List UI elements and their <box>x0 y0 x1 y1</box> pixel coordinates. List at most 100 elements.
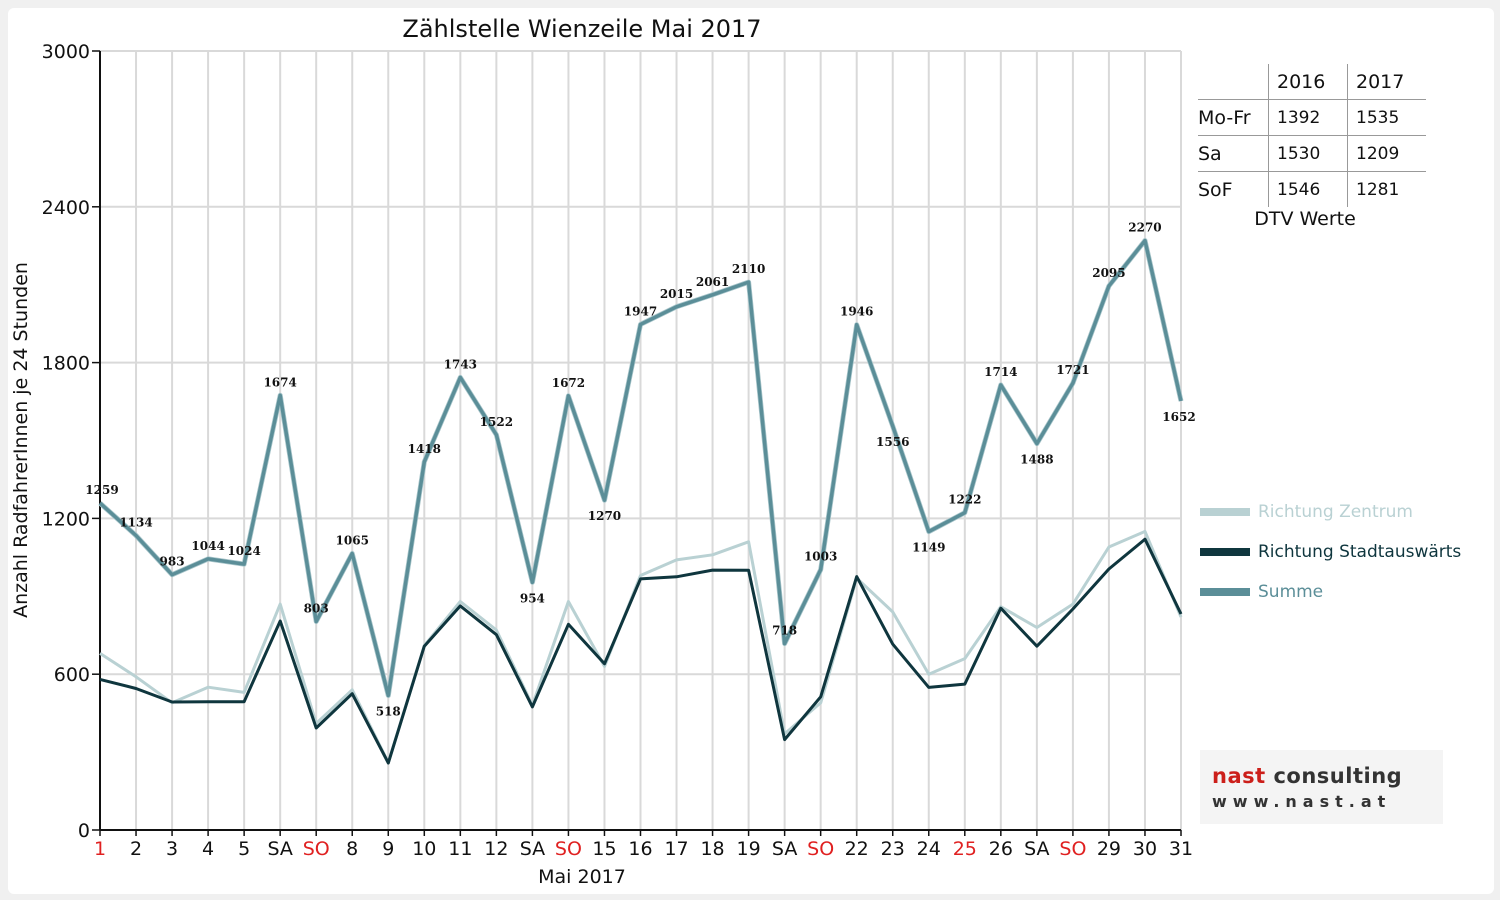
dtv-value-2016: 1530 <box>1268 135 1348 172</box>
data-label: 1522 <box>480 415 513 429</box>
data-label: 1714 <box>984 365 1017 379</box>
x-axis-label: Mai 2017 <box>538 866 626 888</box>
grid-layer <box>100 50 1182 830</box>
data-label: 2015 <box>660 287 693 301</box>
x-tick-label: SA <box>772 838 797 860</box>
legend-item-stadtauswaerts: Richtung Stadtauswärts <box>1200 532 1461 572</box>
x-tick-label: 26 <box>989 838 1013 860</box>
y-tick-label: 3000 <box>42 41 90 63</box>
x-tick-label: SO <box>1059 838 1086 860</box>
data-label: 718 <box>772 624 797 638</box>
dtv-value-2017: 1281 <box>1347 171 1426 207</box>
legend-label: Richtung Zentrum <box>1258 502 1413 522</box>
y-tick-label: 1200 <box>42 508 90 530</box>
data-label: 1222 <box>948 493 981 507</box>
data-label: 1065 <box>336 533 369 547</box>
x-tick-label: 15 <box>592 838 616 860</box>
data-label: 518 <box>376 704 401 718</box>
data-label: 1556 <box>876 435 909 449</box>
chart-title: Zählstelle Wienzeile Mai 2017 <box>402 15 761 43</box>
legend-swatch <box>1200 508 1250 516</box>
data-label: 1044 <box>191 539 224 553</box>
data-label: 954 <box>520 591 545 605</box>
series-line-summe <box>98 238 1183 698</box>
data-label: 1488 <box>1020 453 1053 467</box>
data-label: 1149 <box>912 541 945 555</box>
data-label: 1674 <box>263 375 296 389</box>
x-tick-label: 18 <box>700 838 724 860</box>
x-tick-label: 29 <box>1097 838 1121 860</box>
x-tick-label: 25 <box>953 838 977 860</box>
x-tick-label: 11 <box>448 838 472 860</box>
x-tick-label: 24 <box>917 838 941 860</box>
dtv-value-2016: 1392 <box>1268 99 1348 136</box>
x-tick-label: SA <box>520 838 545 860</box>
dtv-table: 2016 2017 Mo-Fr 1392 1535 Sa 1530 1209 S… <box>1198 64 1426 207</box>
data-label: 1721 <box>1056 363 1089 377</box>
data-label: 1024 <box>227 544 260 558</box>
data-label: 2061 <box>696 275 729 289</box>
logo-url: www.nast.at <box>1212 792 1392 811</box>
x-tick-label: 17 <box>664 838 688 860</box>
data-label: 1947 <box>624 304 657 318</box>
data-label: 803 <box>304 601 329 615</box>
logo-wordmark: nast consulting <box>1212 764 1403 788</box>
y-axis-label: Anzahl RadfahrerInnen je 24 Stunden <box>10 262 32 618</box>
x-tick-label: SO <box>303 838 330 860</box>
y-tick-label: 600 <box>54 664 90 686</box>
dtv-value-2017: 1535 <box>1347 99 1426 136</box>
legend-item-zentrum: Richtung Zentrum <box>1200 492 1461 532</box>
chart-legend: Richtung Zentrum Richtung Stadtauswärts … <box>1200 492 1461 612</box>
data-label: 1134 <box>119 516 152 530</box>
legend-item-summe: Summe <box>1200 572 1461 612</box>
x-tick-label: SO <box>555 838 582 860</box>
data-label: 1672 <box>552 376 585 390</box>
dtv-caption: DTV Werte <box>1254 208 1356 230</box>
x-tick-label: 30 <box>1133 838 1157 860</box>
dtv-row-label: SoF <box>1198 171 1269 207</box>
x-tick-label: 2 <box>130 838 142 860</box>
x-tick-label: 22 <box>845 838 869 860</box>
data-label: 1743 <box>444 357 477 371</box>
x-tick-label: 4 <box>202 838 214 860</box>
dtv-header-2016: 2016 <box>1268 64 1348 100</box>
legend-label: Richtung Stadtauswärts <box>1258 542 1462 562</box>
x-tick-label: 3 <box>166 838 178 860</box>
data-label: 2110 <box>732 262 765 276</box>
dtv-value-2017: 1209 <box>1347 135 1426 172</box>
x-tick-label: 19 <box>737 838 761 860</box>
data-label: 1259 <box>85 483 118 497</box>
data-label: 1270 <box>588 509 621 523</box>
x-tick-label: SA <box>1024 838 1049 860</box>
dtv-row-sa: Sa 1530 1209 <box>1198 135 1426 172</box>
data-label: 983 <box>160 555 185 569</box>
company-logo: nast consulting www.nast.at <box>1200 750 1443 824</box>
x-tick-label: SA <box>267 838 292 860</box>
dtv-header-row: 2016 2017 <box>1198 64 1426 100</box>
y-tick-label: 0 <box>78 820 90 842</box>
dtv-value-2016: 1546 <box>1268 171 1348 207</box>
x-tick-label: 23 <box>881 838 905 860</box>
y-tick-label: 2400 <box>42 197 90 219</box>
dtv-row-label: Sa <box>1198 135 1269 172</box>
x-tick-label: 1 <box>94 838 106 860</box>
data-label: 2270 <box>1128 221 1161 235</box>
y-tick-label: 1800 <box>42 353 90 375</box>
data-label: 1418 <box>408 442 441 456</box>
x-tick-label: SO <box>807 838 834 860</box>
data-label: 1652 <box>1162 410 1195 424</box>
x-tick-label: 8 <box>346 838 358 860</box>
legend-swatch <box>1200 588 1250 596</box>
dtv-header-2017: 2017 <box>1347 64 1426 100</box>
x-tick-label: 9 <box>382 838 394 860</box>
dtv-row-label: Mo-Fr <box>1198 99 1269 136</box>
x-tick-label: 10 <box>412 838 436 860</box>
data-label-layer: 1259 1134 983 1044 1024 1674 803 1065 518 1418 174… <box>85 221 1195 719</box>
x-tick-label: 31 <box>1169 838 1193 860</box>
data-label: 2095 <box>1092 266 1125 280</box>
x-tick-label: 12 <box>484 838 508 860</box>
dtv-row-mofr: Mo-Fr 1392 1535 <box>1198 99 1426 136</box>
dtv-header-empty <box>1198 64 1269 100</box>
